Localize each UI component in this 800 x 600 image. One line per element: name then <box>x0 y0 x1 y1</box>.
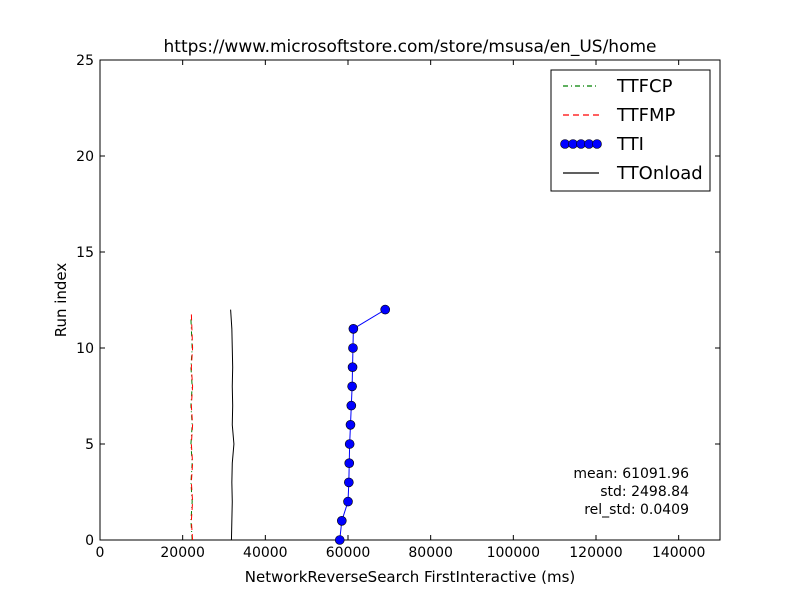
data-point <box>348 323 359 334</box>
legend-marker <box>560 139 570 149</box>
stats-annotation: mean: 61091.96 std: 2498.84 rel_std: 0.040… <box>573 466 689 518</box>
x-tick-label: 0 <box>96 545 105 561</box>
series-ttfmp <box>190 313 194 541</box>
data-point <box>345 419 356 430</box>
legend-item-ttonload: TTOnload <box>563 163 703 184</box>
legend-label: TTFMP <box>616 105 676 126</box>
x-tick-label: 140000 <box>652 545 705 561</box>
y-tick-label: 25 <box>76 53 94 69</box>
y-tick-label: 15 <box>76 245 94 261</box>
series-layer <box>190 304 391 545</box>
data-point <box>343 496 353 507</box>
series-line-ttfmp <box>190 313 194 541</box>
legend-label: TTI <box>616 134 644 155</box>
legend-marker <box>592 139 602 149</box>
legend-label: TTOnload <box>616 163 703 184</box>
series-ttfcp <box>190 319 193 541</box>
stats-line: mean: 61091.96 <box>573 466 689 482</box>
legend-marker <box>584 139 594 149</box>
legend: TTFCP TTFMP TTI TTOnload <box>550 69 711 192</box>
data-point <box>344 458 355 469</box>
data-point <box>347 362 358 373</box>
series-line-ttfcp <box>190 319 193 541</box>
data-point <box>346 400 357 411</box>
data-point <box>334 535 345 545</box>
y-tick-label: 0 <box>85 533 94 549</box>
y-tick-label: 10 <box>76 341 94 357</box>
y-axis-label: Run index <box>52 263 70 338</box>
data-point <box>344 439 355 449</box>
y-tick-label: 20 <box>76 149 94 165</box>
x-tick-label: 60000 <box>326 545 371 561</box>
y-tick-label: 5 <box>85 437 94 453</box>
data-point <box>347 381 357 392</box>
stats-line: std: 2498.84 <box>600 484 689 500</box>
tick-group: 0 20000 40000 60000 80000 100000 120000 140000 0… <box>76 53 720 561</box>
legend-marker <box>568 139 578 149</box>
chart-title: https://www.microsoftstore.com/store/msu… <box>164 37 657 57</box>
legend-item-tti: TTI <box>560 134 644 155</box>
series-ttonload <box>230 309 235 541</box>
plot-frame <box>99 59 721 541</box>
x-tick-label: 40000 <box>243 545 288 561</box>
x-axis-label: NetworkReverseSearch FirstInteractive (m… <box>245 568 576 586</box>
series-line-ttonload <box>230 309 235 541</box>
legend-label: TTFCP <box>616 76 673 97</box>
legend-box <box>550 69 711 192</box>
x-tick-label: 20000 <box>160 545 205 561</box>
x-tick-label: 100000 <box>487 545 540 561</box>
series-tti <box>334 304 391 545</box>
data-point <box>344 477 354 488</box>
x-tick-label: 80000 <box>408 545 453 561</box>
x-tick-label: 120000 <box>569 545 622 561</box>
legend-item-ttfcp: TTFCP <box>563 76 673 97</box>
data-point <box>336 515 347 526</box>
legend-item-ttfmp: TTFMP <box>563 105 676 126</box>
data-point <box>348 343 358 353</box>
data-point <box>380 304 391 315</box>
legend-marker <box>576 139 586 149</box>
stats-line: rel_std: 0.0409 <box>584 502 689 518</box>
